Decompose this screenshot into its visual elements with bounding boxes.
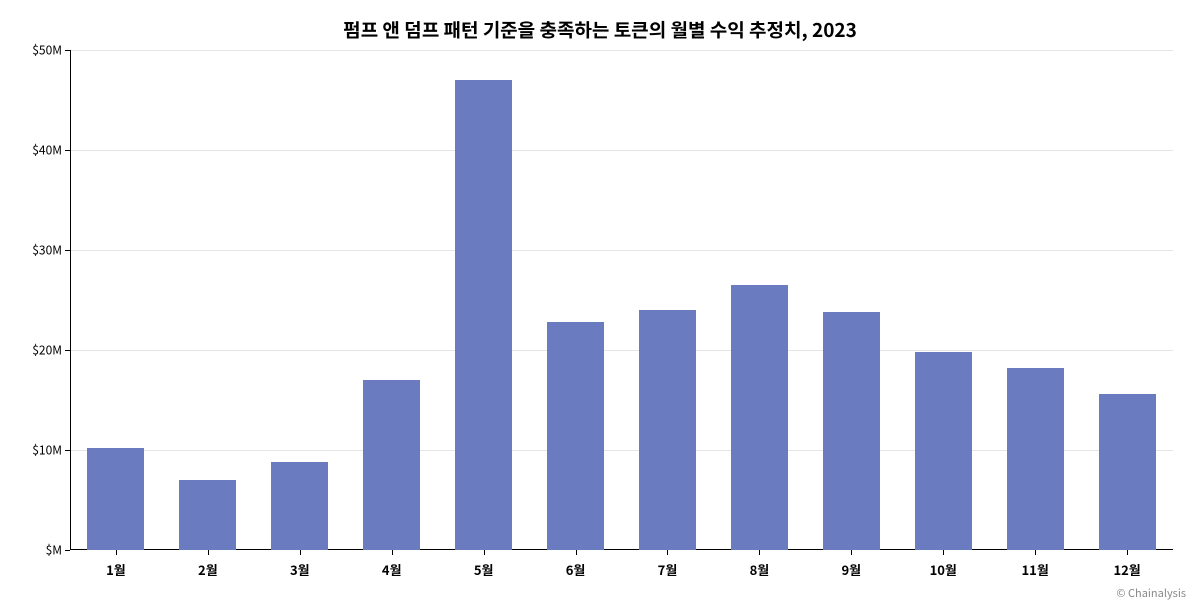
bar	[1099, 394, 1156, 550]
bar-slot: 8월	[713, 50, 805, 550]
x-tick-label: 9월	[842, 550, 862, 579]
bar	[915, 352, 972, 550]
bar-slot: 9월	[805, 50, 897, 550]
bar	[731, 285, 788, 550]
y-tick-mark	[65, 50, 70, 51]
y-tick-mark	[65, 250, 70, 251]
x-tick-label: 3월	[290, 550, 310, 579]
x-tick-label: 7월	[658, 550, 678, 579]
bar-slot: 11월	[989, 50, 1081, 550]
bar-slot: 3월	[254, 50, 346, 550]
bar	[271, 462, 328, 550]
bar	[639, 310, 696, 550]
x-tick-label: 5월	[474, 550, 494, 579]
bars-group: 1월2월3월4월5월6월7월8월9월10월11월12월	[70, 50, 1173, 550]
y-tick-mark	[65, 350, 70, 351]
bar-slot: 6월	[530, 50, 622, 550]
bar	[823, 312, 880, 550]
x-tick-label: 10월	[930, 550, 957, 579]
y-tick-mark	[65, 450, 70, 451]
bar	[363, 380, 420, 550]
x-tick-label: 4월	[382, 550, 402, 579]
bar-slot: 1월	[70, 50, 162, 550]
y-tick-mark	[65, 150, 70, 151]
bar-slot: 2월	[162, 50, 254, 550]
chart-title: 펌프 앤 덤프 패턴 기준을 충족하는 토큰의 월별 수익 추정치, 2023	[0, 16, 1200, 43]
bar-slot: 10월	[897, 50, 989, 550]
y-tick-mark	[65, 550, 70, 551]
x-tick-label: 11월	[1022, 550, 1049, 579]
chart-container: 펌프 앤 덤프 패턴 기준을 충족하는 토큰의 월별 수익 추정치, 2023 …	[0, 0, 1200, 607]
bar	[179, 480, 236, 550]
x-tick-label: 12월	[1113, 550, 1140, 579]
x-tick-label: 6월	[566, 550, 586, 579]
bar-slot: 12월	[1081, 50, 1173, 550]
bar-slot: 7월	[622, 50, 714, 550]
x-tick-label: 2월	[198, 550, 218, 579]
bar-slot: 5월	[438, 50, 530, 550]
attribution: © Chainalysis	[1116, 585, 1186, 601]
x-tick-label: 8월	[750, 550, 770, 579]
bar	[87, 448, 144, 550]
bar	[1007, 368, 1064, 550]
x-tick-label: 1월	[106, 550, 126, 579]
bar	[455, 80, 512, 550]
bar	[547, 322, 604, 550]
bar-slot: 4월	[346, 50, 438, 550]
plot-area: $M$10M$20M$30M$40M$50M 1월2월3월4월5월6월7월8월9…	[70, 50, 1173, 550]
